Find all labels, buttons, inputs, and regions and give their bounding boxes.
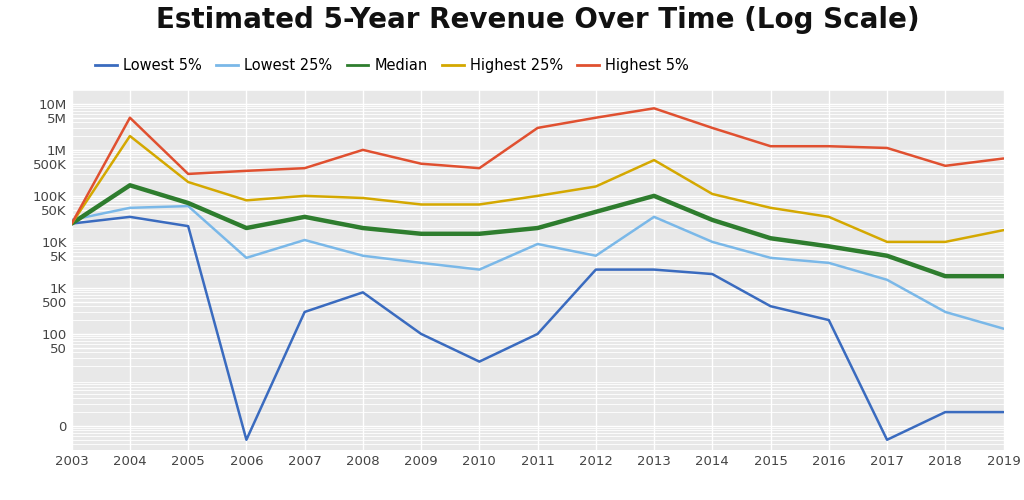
Lowest 25% bbox=[707, 239, 719, 245]
Median bbox=[881, 252, 893, 258]
Median bbox=[764, 235, 776, 241]
Median bbox=[415, 231, 427, 237]
Lowest 25% bbox=[124, 205, 136, 211]
Median bbox=[298, 214, 310, 220]
Highest 25% bbox=[415, 202, 427, 207]
Lowest 25% bbox=[939, 309, 951, 315]
Legend: Lowest 5%, Lowest 25%, Median, Highest 25%, Highest 5%: Lowest 5%, Lowest 25%, Median, Highest 2… bbox=[89, 52, 694, 79]
Line: Highest 5%: Highest 5% bbox=[72, 108, 1004, 224]
Line: Lowest 5%: Lowest 5% bbox=[72, 217, 1004, 440]
Highest 25% bbox=[298, 193, 310, 199]
Highest 25% bbox=[881, 239, 893, 245]
Highest 25% bbox=[124, 133, 136, 139]
Lowest 5% bbox=[997, 409, 1010, 415]
Lowest 25% bbox=[648, 214, 660, 220]
Highest 5% bbox=[241, 168, 253, 174]
Median bbox=[707, 217, 719, 223]
Lowest 5% bbox=[822, 317, 835, 323]
Lowest 5% bbox=[182, 223, 195, 229]
Lowest 25% bbox=[182, 203, 195, 209]
Lowest 25% bbox=[473, 266, 485, 272]
Highest 25% bbox=[531, 193, 544, 199]
Title: Estimated 5-Year Revenue Over Time (Log Scale): Estimated 5-Year Revenue Over Time (Log … bbox=[156, 6, 920, 34]
Highest 25% bbox=[66, 220, 78, 226]
Highest 5% bbox=[473, 165, 485, 171]
Highest 5% bbox=[997, 156, 1010, 162]
Highest 5% bbox=[881, 145, 893, 151]
Highest 5% bbox=[66, 220, 78, 226]
Lowest 25% bbox=[356, 252, 369, 258]
Highest 5% bbox=[124, 114, 136, 120]
Highest 25% bbox=[707, 191, 719, 197]
Lowest 25% bbox=[415, 260, 427, 266]
Lowest 5% bbox=[124, 214, 136, 220]
Lowest 25% bbox=[822, 260, 835, 266]
Highest 25% bbox=[997, 227, 1010, 233]
Median bbox=[66, 220, 78, 226]
Lowest 5% bbox=[648, 266, 660, 272]
Lowest 25% bbox=[881, 277, 893, 283]
Median bbox=[590, 209, 602, 215]
Highest 25% bbox=[764, 205, 776, 211]
Highest 5% bbox=[356, 147, 369, 153]
Highest 5% bbox=[648, 106, 660, 112]
Lowest 25% bbox=[590, 252, 602, 258]
Lowest 25% bbox=[241, 255, 253, 261]
Highest 5% bbox=[415, 160, 427, 166]
Highest 5% bbox=[182, 171, 195, 177]
Lowest 25% bbox=[66, 217, 78, 223]
Highest 5% bbox=[939, 163, 951, 169]
Lowest 5% bbox=[415, 331, 427, 337]
Lowest 25% bbox=[531, 241, 544, 247]
Highest 25% bbox=[648, 157, 660, 163]
Lowest 5% bbox=[473, 358, 485, 364]
Lowest 5% bbox=[707, 271, 719, 277]
Lowest 5% bbox=[356, 290, 369, 296]
Lowest 5% bbox=[66, 220, 78, 226]
Highest 5% bbox=[298, 165, 310, 171]
Lowest 5% bbox=[241, 437, 253, 443]
Line: Highest 25%: Highest 25% bbox=[72, 136, 1004, 242]
Highest 5% bbox=[822, 143, 835, 149]
Line: Lowest 25%: Lowest 25% bbox=[72, 206, 1004, 328]
Highest 25% bbox=[182, 179, 195, 185]
Highest 5% bbox=[707, 125, 719, 131]
Highest 25% bbox=[590, 184, 602, 190]
Highest 5% bbox=[590, 114, 602, 120]
Highest 25% bbox=[241, 198, 253, 203]
Median bbox=[822, 244, 835, 250]
Line: Median: Median bbox=[72, 186, 1004, 276]
Median bbox=[182, 200, 195, 206]
Median bbox=[939, 273, 951, 279]
Lowest 5% bbox=[939, 409, 951, 415]
Median bbox=[241, 225, 253, 231]
Median bbox=[473, 231, 485, 237]
Highest 25% bbox=[356, 195, 369, 201]
Median bbox=[648, 193, 660, 199]
Highest 25% bbox=[939, 239, 951, 245]
Median bbox=[356, 225, 369, 231]
Highest 25% bbox=[822, 214, 835, 220]
Lowest 25% bbox=[298, 237, 310, 243]
Highest 5% bbox=[531, 125, 544, 131]
Highest 5% bbox=[764, 143, 776, 149]
Median bbox=[124, 182, 136, 188]
Lowest 5% bbox=[590, 266, 602, 272]
Median bbox=[997, 273, 1010, 279]
Median bbox=[531, 225, 544, 231]
Lowest 5% bbox=[764, 303, 776, 309]
Lowest 25% bbox=[764, 255, 776, 261]
Highest 25% bbox=[473, 202, 485, 207]
Lowest 5% bbox=[531, 331, 544, 337]
Lowest 5% bbox=[298, 309, 310, 315]
Lowest 25% bbox=[997, 326, 1010, 332]
Lowest 5% bbox=[881, 437, 893, 443]
